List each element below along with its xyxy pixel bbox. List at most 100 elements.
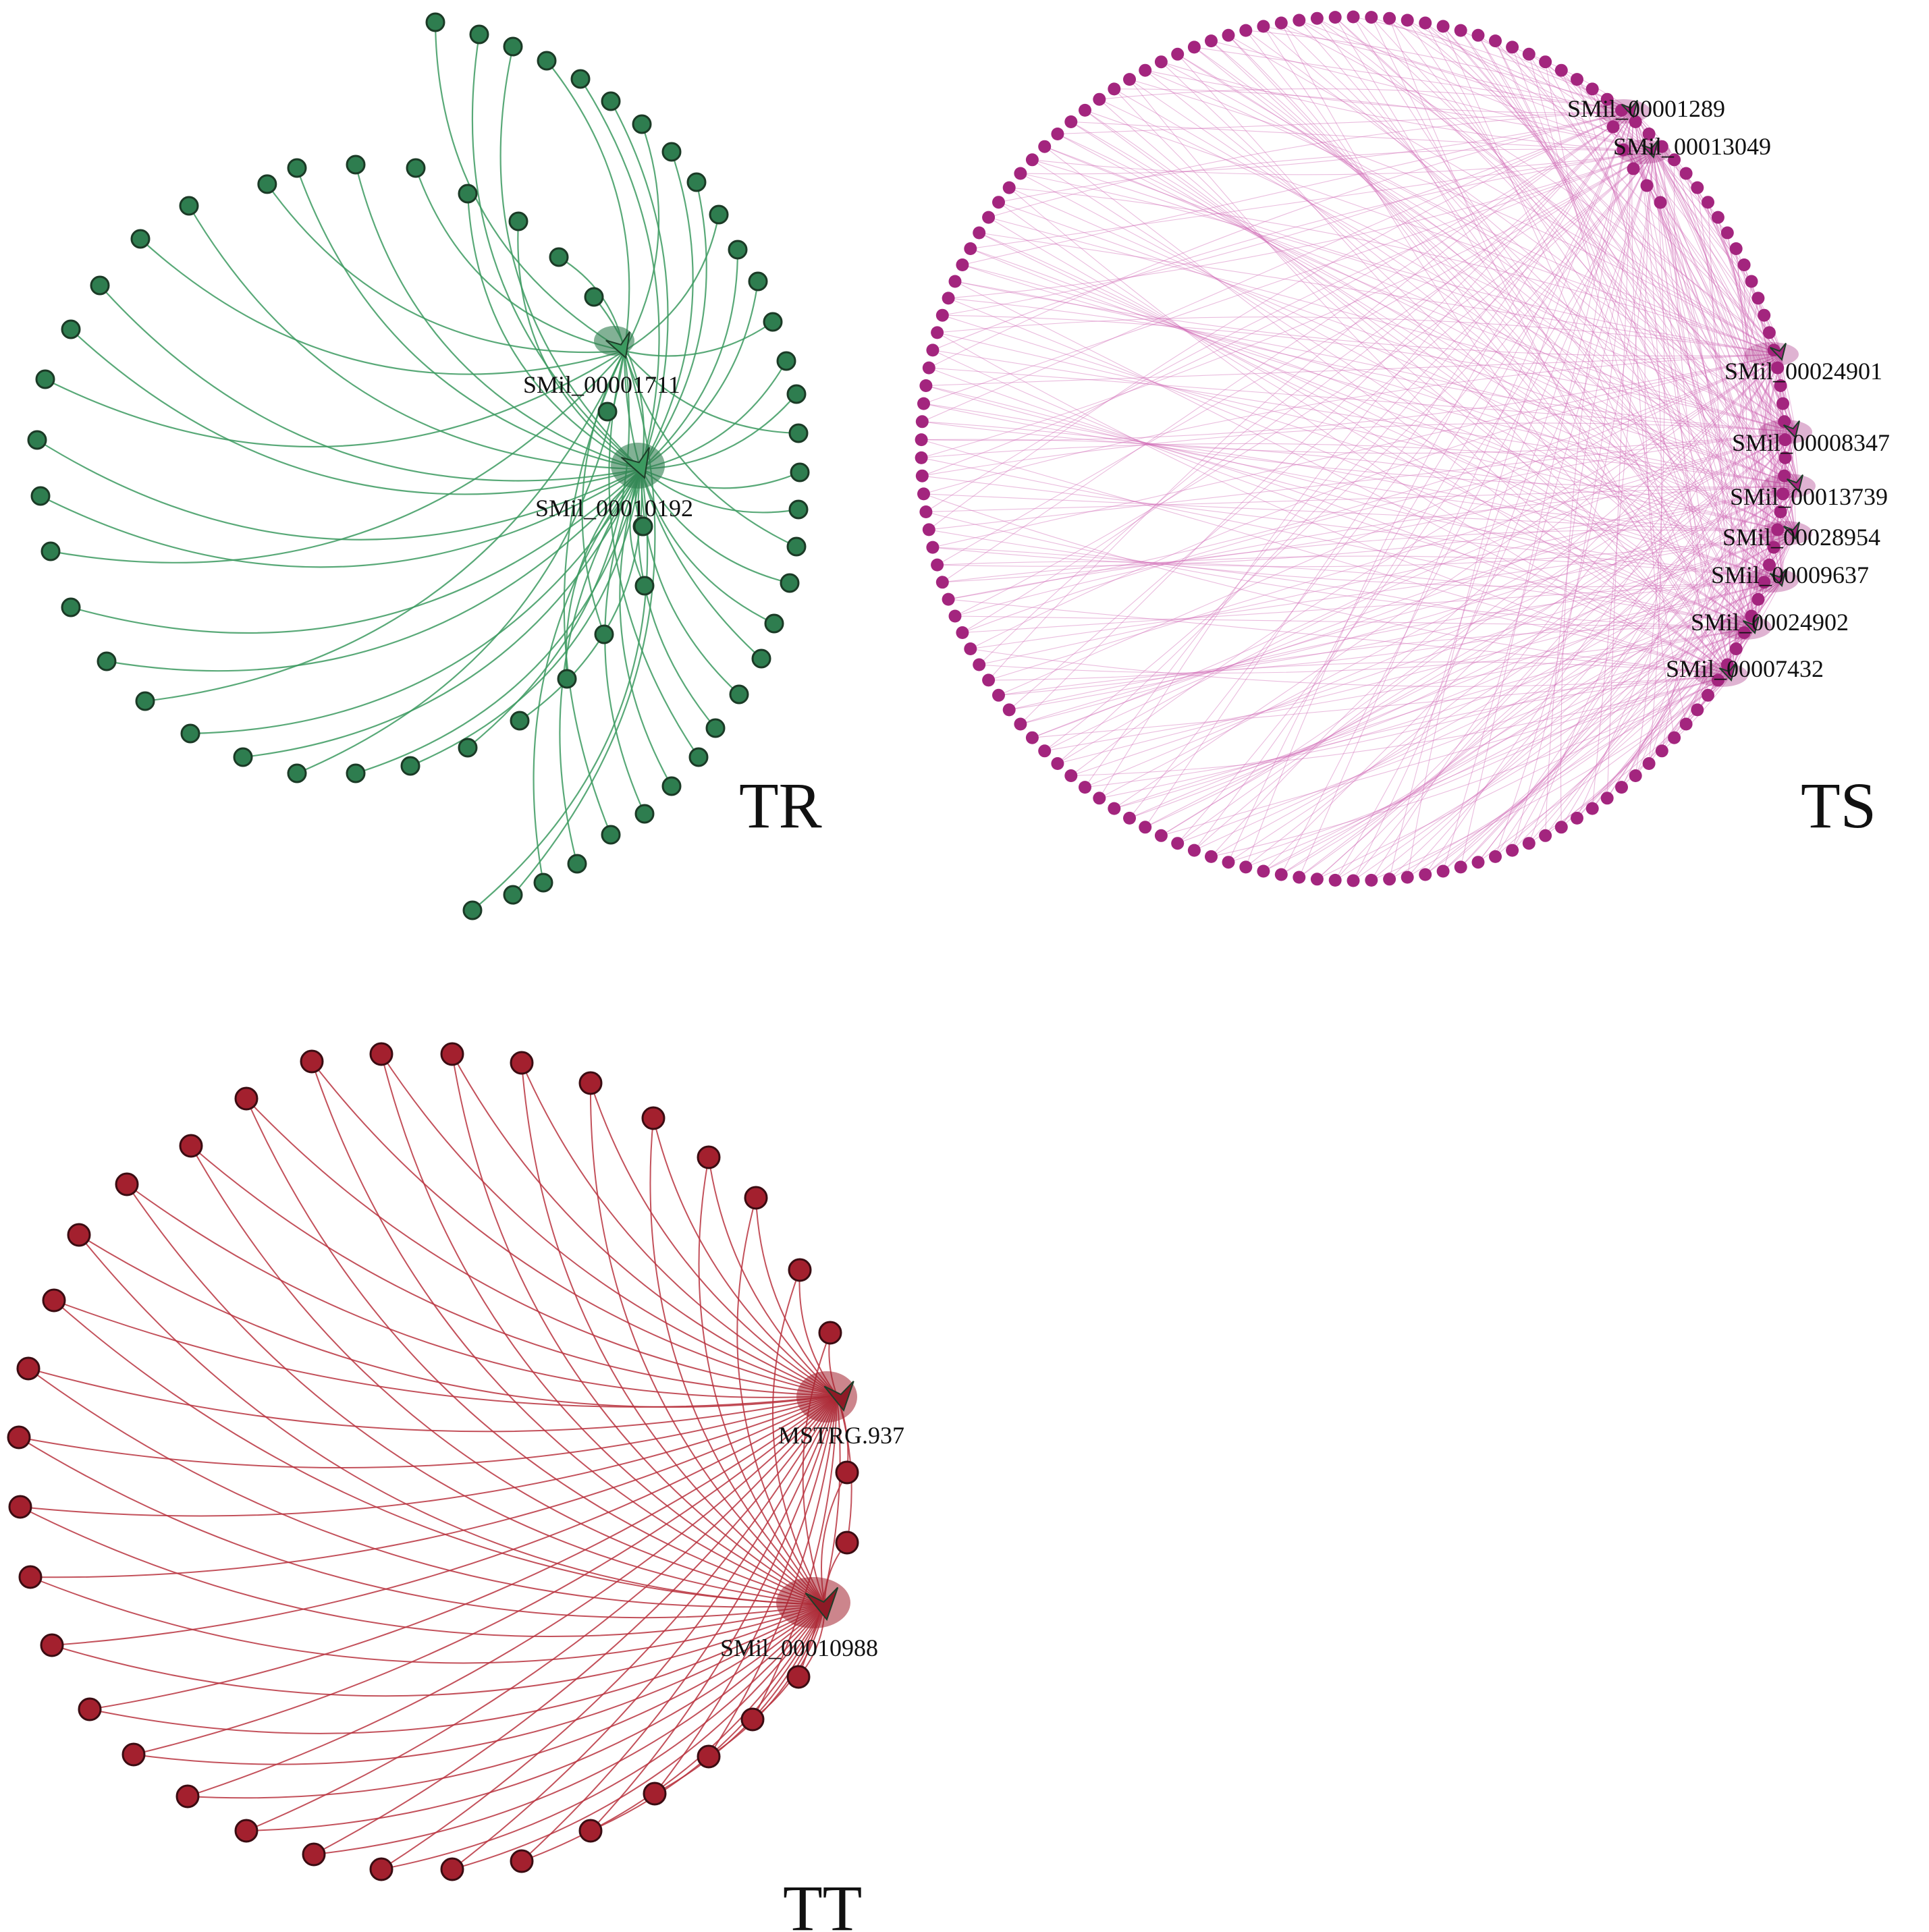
- ts-node: [935, 576, 949, 589]
- tt-node: [40, 1633, 64, 1657]
- ts-edge: [998, 202, 1799, 487]
- ts-edge: [1145, 70, 1783, 581]
- tr-node: [400, 756, 420, 776]
- tt-node: [643, 1782, 667, 1806]
- tt-edge: [590, 1395, 838, 1831]
- tt-edge: [18, 1437, 825, 1619]
- ts-edge: [1020, 580, 1783, 725]
- ts-edge: [1653, 151, 1784, 495]
- ts-edge: [954, 281, 1732, 675]
- tt-edge: [452, 1053, 825, 1605]
- tr-node: [567, 854, 587, 874]
- ts-edge: [1299, 20, 1634, 112]
- ts-node: [1729, 242, 1743, 255]
- ts-edge: [1020, 111, 1634, 725]
- ts-edge: [1754, 332, 1770, 628]
- ts-node: [1655, 744, 1668, 758]
- tr-edge: [499, 46, 642, 470]
- ts-edge: [1161, 354, 1783, 836]
- ts-node: [956, 258, 969, 271]
- tr-edge: [624, 350, 799, 435]
- tr-node: [537, 51, 557, 71]
- tt-node: [510, 1849, 534, 1873]
- tr-edge: [99, 285, 642, 482]
- ts-edge: [1085, 151, 1654, 788]
- ts-node: [1310, 11, 1324, 25]
- tt-node: [818, 1321, 842, 1345]
- tr-edge: [466, 193, 642, 470]
- ts-edge: [979, 232, 1796, 534]
- ts-edge: [1044, 627, 1756, 752]
- ts-edge: [1317, 18, 1799, 487]
- tt-edge: [89, 1604, 825, 1734]
- ts-node: [964, 642, 977, 655]
- ts-node: [964, 242, 977, 255]
- ts-edge: [1442, 485, 1799, 872]
- ts-node: [917, 397, 930, 410]
- ts-edge: [1129, 627, 1756, 819]
- tt-node: [510, 1051, 534, 1075]
- ts-edge: [932, 151, 1654, 351]
- ts-edge: [979, 485, 1799, 665]
- ts-edge: [1742, 281, 1756, 628]
- ts-edge: [1099, 99, 1783, 581]
- tt-hub-label-1: MSTRG.937: [778, 1422, 904, 1449]
- ts-node: [1600, 792, 1614, 805]
- ts-edge: [921, 354, 1783, 441]
- tr-edge: [106, 468, 642, 672]
- ts-edge: [1661, 146, 1756, 628]
- tr-node: [508, 211, 528, 231]
- ts-edge: [1633, 111, 1785, 422]
- tr-nodes: [27, 12, 810, 920]
- ts-edge: [954, 281, 1783, 357]
- ts-node: [922, 361, 935, 375]
- tr-node: [179, 196, 199, 216]
- ts-edge: [1560, 431, 1796, 828]
- ts-hub-label-6: SMil_00028954: [1722, 524, 1880, 551]
- tr-edge: [512, 350, 656, 895]
- ts-node: [1187, 844, 1201, 857]
- ts-edge: [1528, 354, 1783, 844]
- ts-edge: [988, 217, 1796, 433]
- ts-edge: [1193, 111, 1634, 851]
- ts-edge: [998, 532, 1796, 696]
- ts-edge: [1145, 111, 1634, 828]
- tt-edge: [89, 1395, 838, 1710]
- tt-node: [788, 1258, 812, 1282]
- ts-node: [942, 592, 955, 606]
- ts-edge: [1371, 674, 1732, 881]
- ts-node: [1025, 153, 1039, 167]
- ts-edge: [1057, 111, 1634, 135]
- tr-node: [633, 516, 653, 536]
- tr-edge: [188, 205, 642, 470]
- ts-edge: [1316, 18, 1756, 628]
- tt-edge: [589, 1082, 825, 1605]
- tr-edge: [296, 350, 626, 775]
- ts-edge: [1389, 18, 1783, 355]
- ts-edge: [1633, 111, 1718, 680]
- tt-node: [179, 1134, 203, 1158]
- ts-node: [1436, 20, 1450, 33]
- ts-node: [1471, 856, 1485, 869]
- tr-node: [632, 114, 652, 134]
- ts-edge: [1099, 99, 1796, 433]
- ts-edge: [937, 316, 1783, 355]
- ts-node: [919, 505, 933, 518]
- ts-edge: [942, 111, 1634, 583]
- ts-node: [1108, 802, 1121, 815]
- tr-node: [786, 384, 807, 404]
- ts-hub-arrows: [1596, 99, 1816, 687]
- tr-node: [346, 155, 366, 175]
- tr-edge: [355, 468, 643, 775]
- tt-node: [578, 1819, 603, 1843]
- ts-edge: [1145, 70, 1634, 113]
- ts-node: [1171, 47, 1185, 61]
- ts-node: [1506, 40, 1519, 54]
- ts-edge: [1194, 47, 1634, 112]
- ts-edge: [948, 354, 1783, 600]
- ts-node: [1776, 397, 1789, 410]
- tt-edge: [654, 1604, 825, 1794]
- ts-node: [915, 433, 928, 447]
- ts-edge: [1280, 627, 1756, 875]
- tr-edge: [190, 468, 642, 735]
